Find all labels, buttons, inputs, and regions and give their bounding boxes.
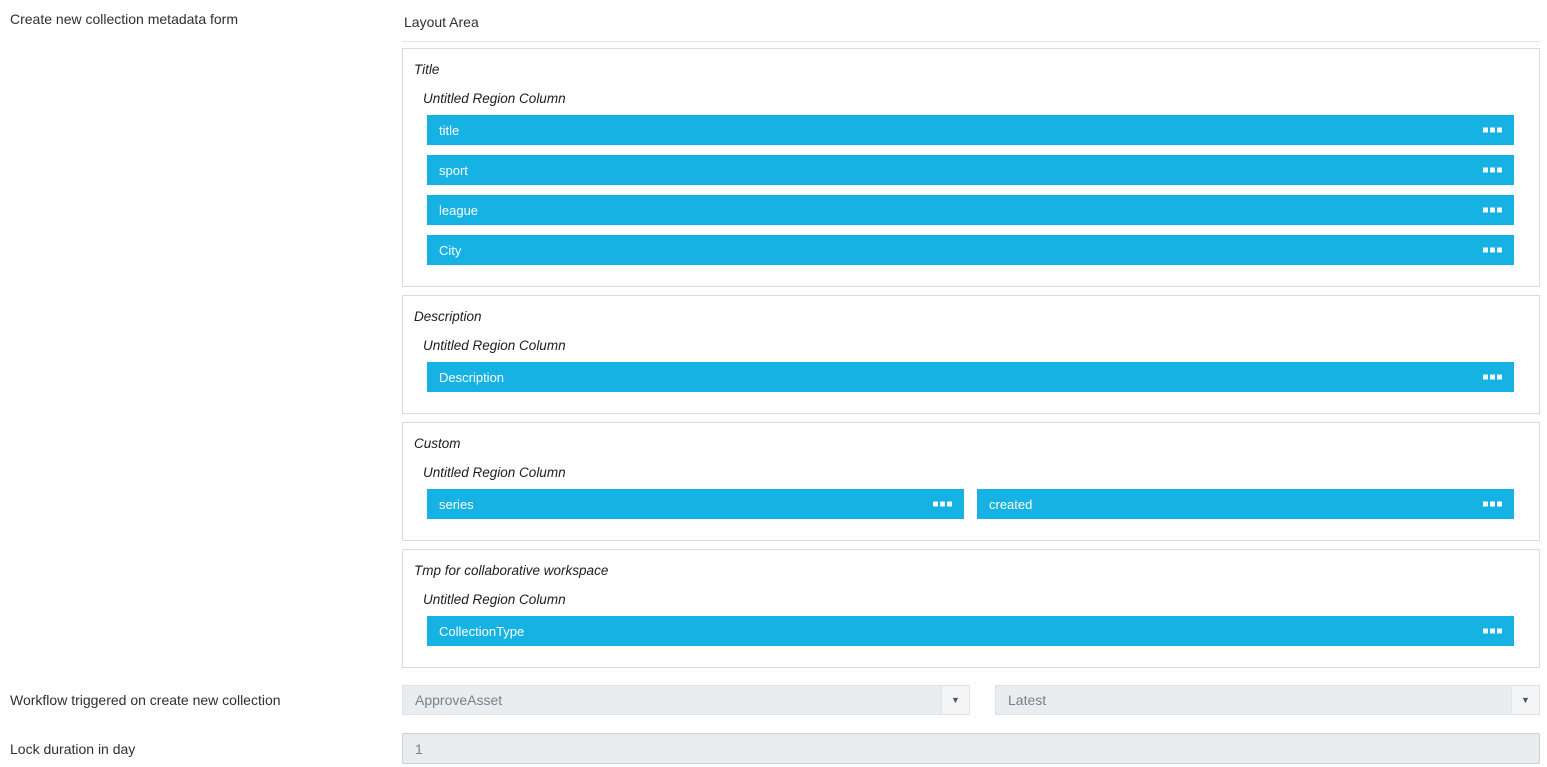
field-description[interactable]: Description xyxy=(427,362,1514,392)
workflow-label: Workflow triggered on create new collect… xyxy=(10,692,281,708)
field-collectiontype[interactable]: CollectionType xyxy=(427,616,1514,646)
field-label: series xyxy=(439,496,474,512)
field-list: Description xyxy=(427,362,1514,392)
lock-duration-field-wrap xyxy=(402,733,1540,764)
workflow-version-select[interactable]: Latest ▼ xyxy=(995,685,1540,715)
section-description: Description Untitled Region Column Descr… xyxy=(402,295,1540,414)
field-label: sport xyxy=(439,162,468,178)
section-heading: Title xyxy=(414,62,440,77)
section-custom: Custom Untitled Region Column series cre… xyxy=(402,422,1540,541)
field-list: series created xyxy=(427,489,1514,519)
region-column-label: Untitled Region Column xyxy=(423,338,566,353)
lock-duration-label: Lock duration in day xyxy=(10,740,136,757)
lock-duration-row: Lock duration in day xyxy=(0,733,1547,764)
main-form-row: Create new collection metadata form Layo… xyxy=(10,10,1540,668)
section-heading: Tmp for collaborative workspace xyxy=(414,563,609,578)
drag-handle-icon[interactable] xyxy=(1483,628,1502,634)
workflow-select[interactable]: ApproveAsset ▼ xyxy=(402,685,970,715)
workflow-selects: ApproveAsset ▼ Latest ▼ xyxy=(402,685,1540,715)
field-created[interactable]: created xyxy=(977,489,1514,519)
workflow-row: Workflow triggered on create new collect… xyxy=(0,685,1547,715)
workflow-version-select-value: Latest xyxy=(1008,692,1047,708)
layout-area: Layout Area Title Untitled Region Column… xyxy=(402,10,1540,668)
workflow-select-value: ApproveAsset xyxy=(415,692,503,708)
drag-handle-icon[interactable] xyxy=(1483,167,1502,173)
field-sport[interactable]: sport xyxy=(427,155,1514,185)
region-column-label: Untitled Region Column xyxy=(423,592,566,607)
field-label: City xyxy=(439,242,462,258)
lock-duration-input[interactable] xyxy=(402,733,1540,764)
drag-handle-icon[interactable] xyxy=(1483,247,1502,253)
field-series[interactable]: series xyxy=(427,489,964,519)
drag-handle-icon[interactable] xyxy=(1483,207,1502,213)
field-label: league xyxy=(439,202,479,218)
metadata-form-label: Create new collection metadata form xyxy=(10,11,238,27)
dropdown-arrow-icon[interactable]: ▼ xyxy=(1511,686,1539,714)
section-heading: Description xyxy=(414,309,482,324)
dropdown-arrow-icon[interactable]: ▼ xyxy=(941,686,969,714)
field-league[interactable]: league xyxy=(427,195,1514,225)
field-label: created xyxy=(989,496,1033,512)
field-title[interactable]: title xyxy=(427,115,1514,145)
drag-handle-icon[interactable] xyxy=(1483,127,1502,133)
section-heading: Custom xyxy=(414,436,461,451)
drag-handle-icon[interactable] xyxy=(1483,374,1502,380)
field-city[interactable]: City xyxy=(427,235,1514,265)
field-label: Description xyxy=(439,369,505,385)
section-tmp-collaborative-workspace: Tmp for collaborative workspace Untitled… xyxy=(402,549,1540,668)
region-column-label: Untitled Region Column xyxy=(423,465,566,480)
field-label: title xyxy=(439,122,460,138)
left-label-column: Create new collection metadata form xyxy=(10,10,402,668)
field-row: series created xyxy=(427,489,1514,519)
drag-handle-icon[interactable] xyxy=(1483,501,1502,507)
section-title: Title Untitled Region Column title sport… xyxy=(402,48,1540,287)
region-column-label: Untitled Region Column xyxy=(423,91,566,106)
field-list: title sport league City xyxy=(427,115,1514,265)
field-label: CollectionType xyxy=(439,623,525,639)
drag-handle-icon[interactable] xyxy=(933,501,952,507)
layout-area-title: Layout Area xyxy=(402,10,1540,42)
field-list: CollectionType xyxy=(427,616,1514,646)
